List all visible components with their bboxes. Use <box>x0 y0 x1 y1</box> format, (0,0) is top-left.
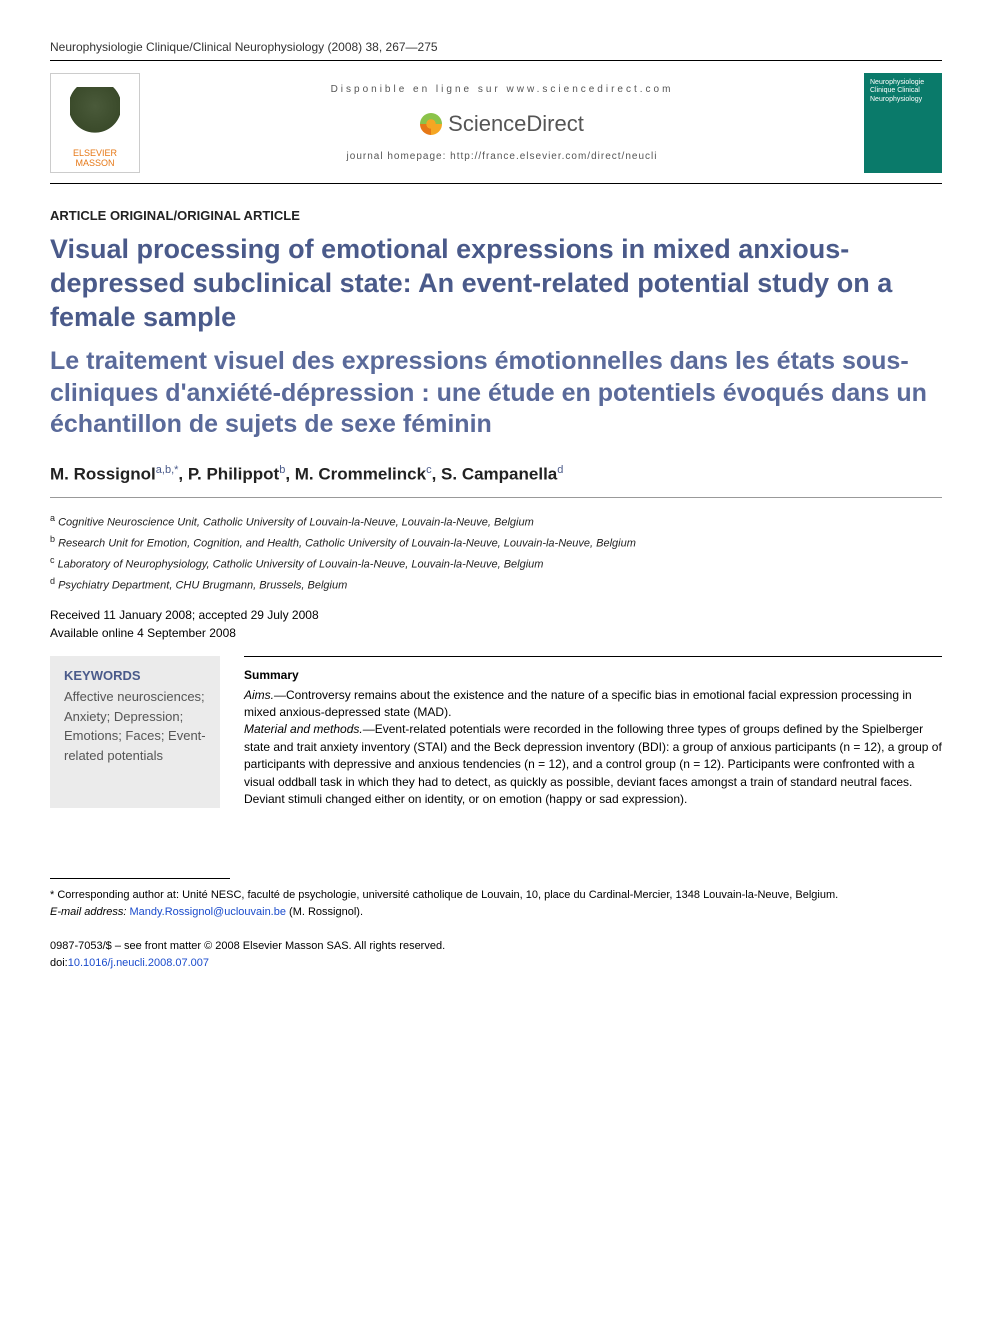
author-name: M. Crommelinck <box>295 465 426 484</box>
aims-text: Controversy remains about the existence … <box>244 688 912 719</box>
publisher-name: ELSEVIER MASSON <box>55 148 135 168</box>
corr-text: Unité NESC, faculté de psychologie, univ… <box>182 889 838 901</box>
affiliation-text: Cognitive Neuroscience Unit, Catholic Un… <box>58 516 534 528</box>
author-rule <box>50 497 942 498</box>
summary-methods: Material and methods.—Event-related pote… <box>244 721 942 808</box>
header-rule-bottom <box>50 183 942 184</box>
keywords-box: KEYWORDS Affective neurosciences; Anxiet… <box>50 656 220 808</box>
author-affil-sup: b <box>279 464 285 476</box>
abstract-block: KEYWORDS Affective neurosciences; Anxiet… <box>50 656 942 808</box>
publisher-logo: ELSEVIER MASSON <box>50 73 140 173</box>
affiliation: c Laboratory of Neurophysiology, Catholi… <box>50 554 942 573</box>
keywords-list: Affective neurosciences; Anxiety; Depres… <box>64 687 206 765</box>
author-list: M. Rossignola,b,*, P. Philippotb, M. Cro… <box>50 464 942 485</box>
summary-column: Summary Aims.—Controversy remains about … <box>244 656 942 808</box>
summary-heading: Summary <box>244 667 942 684</box>
copyright-line: 0987-7053/$ – see front matter © 2008 El… <box>50 938 942 955</box>
author-email[interactable]: Mandy.Rossignol@uclouvain.be <box>129 906 286 918</box>
online-date: Available online 4 September 2008 <box>50 626 942 640</box>
journal-cover-thumb: Neurophysiologie Clinique Clinical Neuro… <box>864 73 942 173</box>
article-type: ARTICLE ORIGINAL/ORIGINAL ARTICLE <box>50 208 942 223</box>
corresponding-author-footnote: * Corresponding author at: Unité NESC, f… <box>50 887 942 904</box>
affiliation: a Cognitive Neuroscience Unit, Catholic … <box>50 512 942 531</box>
author-name: S. Campanella <box>441 465 557 484</box>
article-title-fr: Le traitement visuel des expressions émo… <box>50 346 942 440</box>
corr-label: * Corresponding author at: <box>50 889 182 901</box>
copyright-block: 0987-7053/$ – see front matter © 2008 El… <box>50 938 942 971</box>
methods-label: Material and methods.— <box>244 722 375 736</box>
affiliation-text: Laboratory of Neurophysiology, Catholic … <box>58 559 544 571</box>
elsevier-tree-icon <box>70 87 120 142</box>
running-head: Neurophysiologie Clinique/Clinical Neuro… <box>50 40 942 54</box>
doi-label: doi: <box>50 957 68 969</box>
affiliation: b Research Unit for Emotion, Cognition, … <box>50 533 942 552</box>
available-online-text: Disponible en ligne sur www.sciencedirec… <box>156 84 848 95</box>
author-name: P. Philippot <box>188 465 279 484</box>
journal-header: ELSEVIER MASSON Disponible en ligne sur … <box>50 73 942 173</box>
affiliation-text: Psychiatry Department, CHU Brugmann, Bru… <box>58 580 347 592</box>
sciencedirect-burst-icon <box>420 113 442 135</box>
sciencedirect-logo[interactable]: ScienceDirect <box>420 111 584 137</box>
sciencedirect-name: ScienceDirect <box>448 111 584 137</box>
author-affil-sup: d <box>557 464 563 476</box>
author-name: M. Rossignol <box>50 465 156 484</box>
article-title-en: Visual processing of emotional expressio… <box>50 233 942 334</box>
center-header: Disponible en ligne sur www.sciencedirec… <box>156 84 848 162</box>
received-accepted-date: Received 11 January 2008; accepted 29 Ju… <box>50 608 942 622</box>
email-footnote: E-mail address: Mandy.Rossignol@uclouvai… <box>50 904 942 921</box>
keywords-heading: KEYWORDS <box>64 668 206 683</box>
author-affil-sup: c <box>426 464 432 476</box>
author-affil-sup: a,b,* <box>156 464 179 476</box>
doi-link[interactable]: 10.1016/j.neucli.2008.07.007 <box>68 957 209 969</box>
doi-line: doi:10.1016/j.neucli.2008.07.007 <box>50 955 942 972</box>
aims-label: Aims.— <box>244 688 286 702</box>
footnote-rule <box>50 878 230 879</box>
email-author-name: (M. Rossignol). <box>286 906 363 918</box>
journal-homepage[interactable]: journal homepage: http://france.elsevier… <box>156 151 848 162</box>
email-label: E-mail address: <box>50 906 129 918</box>
affiliation-text: Research Unit for Emotion, Cognition, an… <box>58 537 636 549</box>
summary-aims: Aims.—Controversy remains about the exis… <box>244 687 942 722</box>
affiliation: d Psychiatry Department, CHU Brugmann, B… <box>50 575 942 594</box>
header-rule <box>50 60 942 61</box>
